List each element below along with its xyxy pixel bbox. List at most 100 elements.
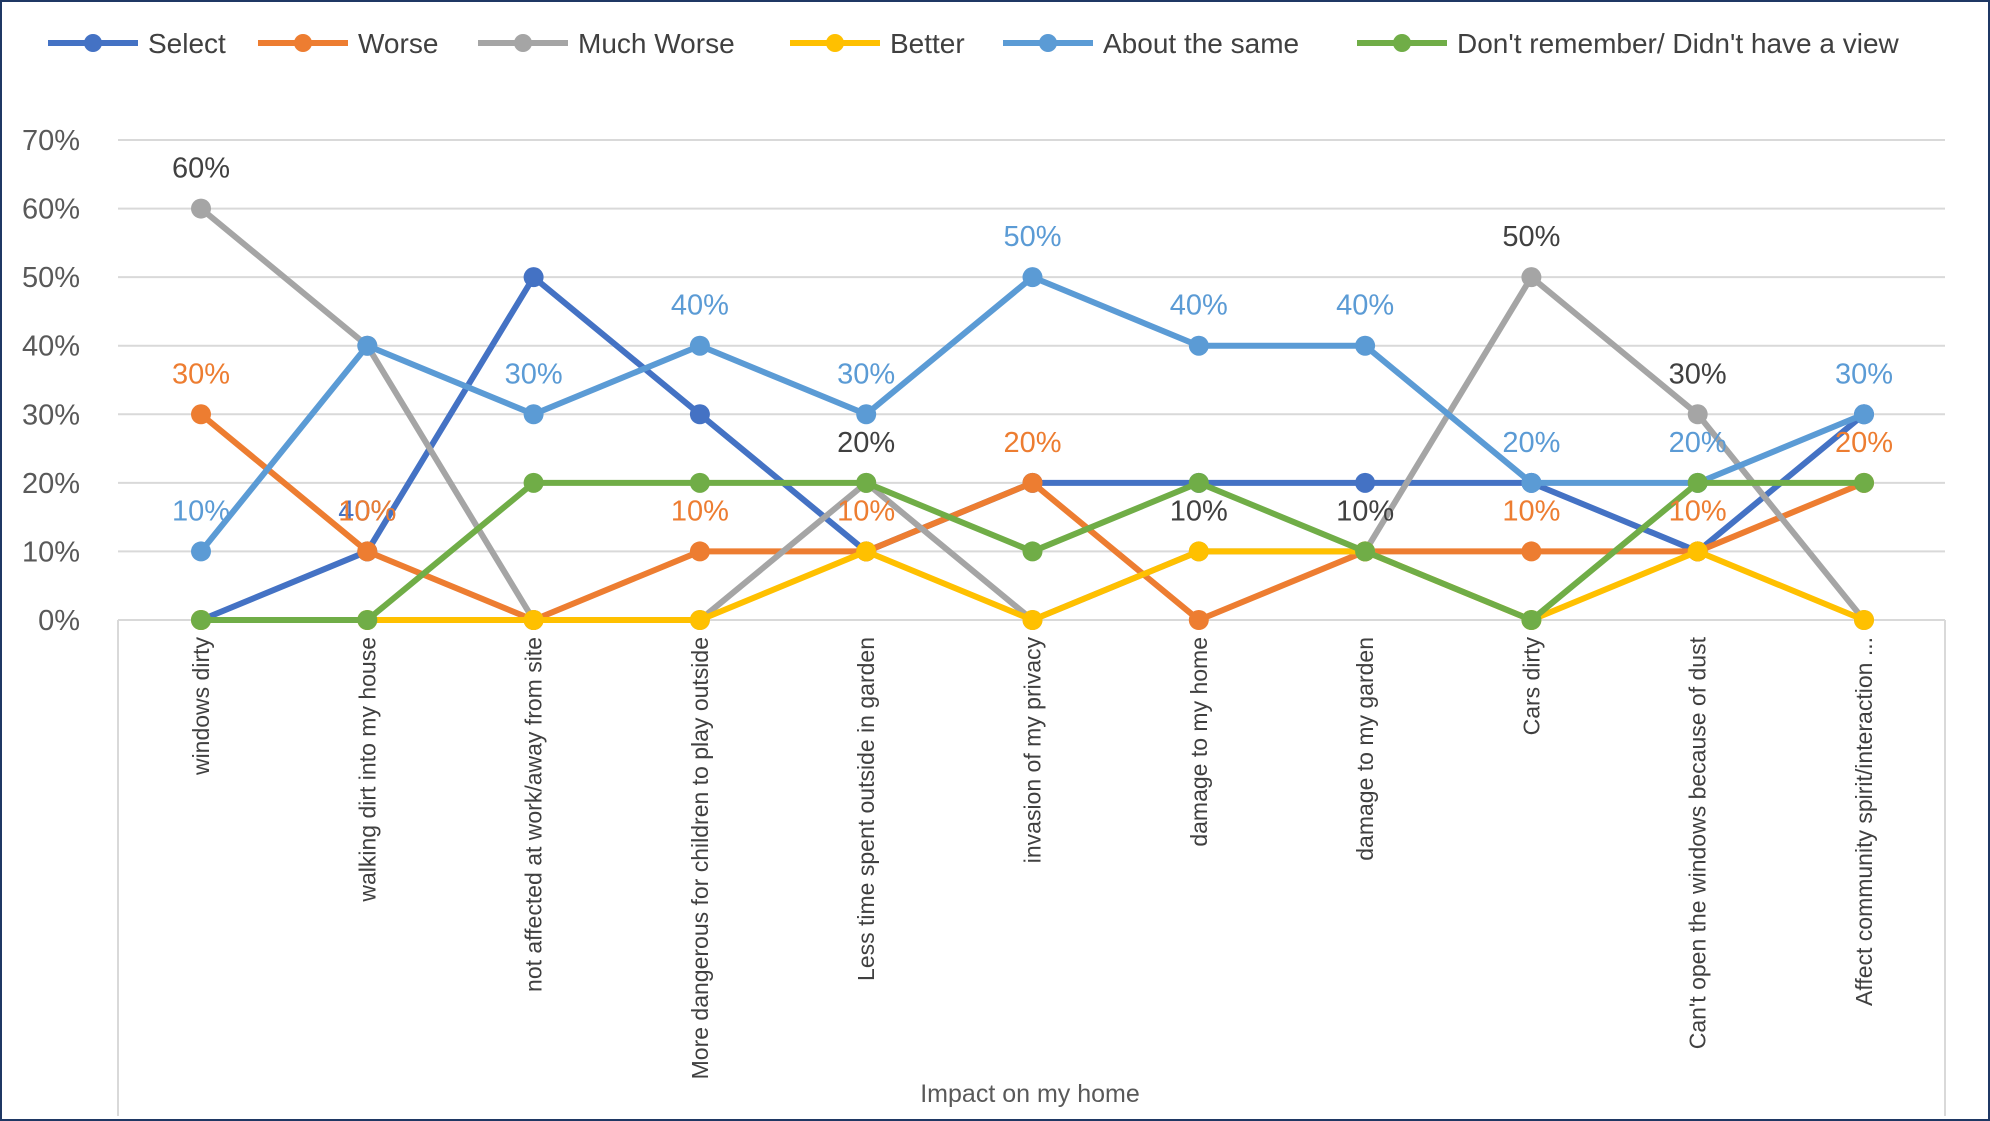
data-label: 30% xyxy=(1835,358,1893,390)
data-point xyxy=(689,472,710,493)
data-label: 10% xyxy=(671,495,729,527)
data-label: 20% xyxy=(1003,427,1061,459)
data-label: 50% xyxy=(1502,221,1560,253)
data-point xyxy=(1854,404,1874,425)
data-point xyxy=(191,610,211,630)
legend-label: Worse xyxy=(358,28,438,59)
data-point xyxy=(1854,472,1874,493)
data-point xyxy=(689,610,710,630)
legend-marker xyxy=(294,34,312,52)
data-point xyxy=(1687,404,1708,425)
y-tick-label: 40% xyxy=(22,331,80,363)
data-point xyxy=(191,404,211,425)
legend: Select Worse Much Worse Better About the sam… xyxy=(48,28,1900,59)
data-label: 20% xyxy=(1502,427,1560,459)
legend-marker xyxy=(1039,34,1057,52)
data-point xyxy=(1188,335,1209,356)
data-label: 30% xyxy=(837,358,895,390)
data-label: 60% xyxy=(172,153,230,185)
data-label: 50% xyxy=(1003,221,1061,253)
legend-label: Better xyxy=(890,28,965,59)
data-label: 40% xyxy=(1170,290,1228,322)
data-label: 10% xyxy=(338,495,396,527)
data-point xyxy=(1854,610,1874,630)
data-label: 10% xyxy=(172,495,230,527)
data-point xyxy=(689,404,710,425)
legend-marker xyxy=(826,34,844,52)
data-label: 10% xyxy=(837,495,895,527)
data-label: 10% xyxy=(1669,495,1727,527)
data-label: 40% xyxy=(671,290,729,322)
y-tick-label: 10% xyxy=(22,536,80,568)
data-label: 40% xyxy=(1336,290,1394,322)
data-point xyxy=(689,335,710,356)
data-point xyxy=(1022,267,1043,288)
data-point xyxy=(191,198,211,219)
legend-label: Select xyxy=(148,28,226,59)
series-lines xyxy=(191,198,1874,630)
legend-marker xyxy=(514,34,532,52)
y-tick-label: 70% xyxy=(22,125,80,157)
data-point xyxy=(1355,472,1376,493)
x-tick-label: Can't open the windows because of dust xyxy=(1685,636,1711,1049)
x-tick-label: damage to my garden xyxy=(1352,637,1378,861)
data-point xyxy=(357,335,378,356)
data-label: 20% xyxy=(1835,427,1893,459)
data-point xyxy=(1188,472,1209,493)
data-point xyxy=(1521,610,1542,630)
data-label: 10% xyxy=(1170,495,1228,527)
legend-marker xyxy=(1393,34,1411,52)
data-point xyxy=(856,472,877,493)
data-point xyxy=(1355,335,1376,356)
data-point xyxy=(523,404,544,425)
data-point xyxy=(523,472,544,493)
legend-label: Much Worse xyxy=(578,28,735,59)
data-point xyxy=(1687,541,1708,562)
data-point xyxy=(856,541,877,562)
data-point xyxy=(689,541,710,562)
data-label: 30% xyxy=(1669,358,1727,390)
data-labels: 40% 30% 10% 10% 10% 20% 10% 10% 20% 60% 20% 10% 10% 5… xyxy=(172,153,1893,528)
data-point xyxy=(523,610,544,630)
data-point xyxy=(1022,472,1043,493)
x-tick-label: invasion of my privacy xyxy=(1020,637,1046,864)
x-tick-label: walking dirt into my house xyxy=(354,637,380,903)
data-point xyxy=(856,404,877,425)
legend-marker xyxy=(84,34,102,52)
x-tick-label: not affected at work/away from site xyxy=(521,637,547,992)
data-point xyxy=(523,267,544,288)
data-label: 20% xyxy=(1669,427,1727,459)
legend-label: Don't remember/ Didn't have a view xyxy=(1457,28,1900,59)
data-label: 10% xyxy=(1502,495,1560,527)
y-tick-label: 20% xyxy=(22,468,80,500)
x-tick-label: Affect community spirit/interaction ... xyxy=(1851,637,1877,1006)
y-tick-label: 0% xyxy=(38,605,80,637)
x-tick-label: More dangerous for children to play outs… xyxy=(687,637,713,1079)
x-tick-label: Cars dirty xyxy=(1518,637,1544,736)
data-point xyxy=(1022,610,1043,630)
legend-label: About the same xyxy=(1103,28,1299,59)
data-point xyxy=(1022,541,1043,562)
x-tick-label: windows dirty xyxy=(188,637,214,777)
y-tick-label: 30% xyxy=(22,399,80,431)
data-point xyxy=(1687,472,1708,493)
data-point xyxy=(1521,267,1542,288)
data-point xyxy=(357,541,378,562)
data-label: 30% xyxy=(505,358,563,390)
data-point xyxy=(191,541,211,562)
x-axis-title: Impact on my home xyxy=(920,1080,1140,1108)
data-label: 30% xyxy=(172,358,230,390)
data-point xyxy=(1188,610,1209,630)
axes: 0% 10% 20% 30% 40% 50% 60% 70% windows dirty walk… xyxy=(22,125,1946,1116)
data-point xyxy=(1521,541,1542,562)
y-tick-label: 60% xyxy=(22,194,80,226)
data-label: 10% xyxy=(1336,495,1394,527)
x-tick-label: Less time spent outside in garden xyxy=(853,637,879,981)
x-tick-label: damage to my home xyxy=(1186,637,1212,847)
data-label: 20% xyxy=(837,427,895,459)
data-point xyxy=(1188,541,1209,562)
data-point xyxy=(357,610,378,630)
data-point xyxy=(1521,472,1542,493)
